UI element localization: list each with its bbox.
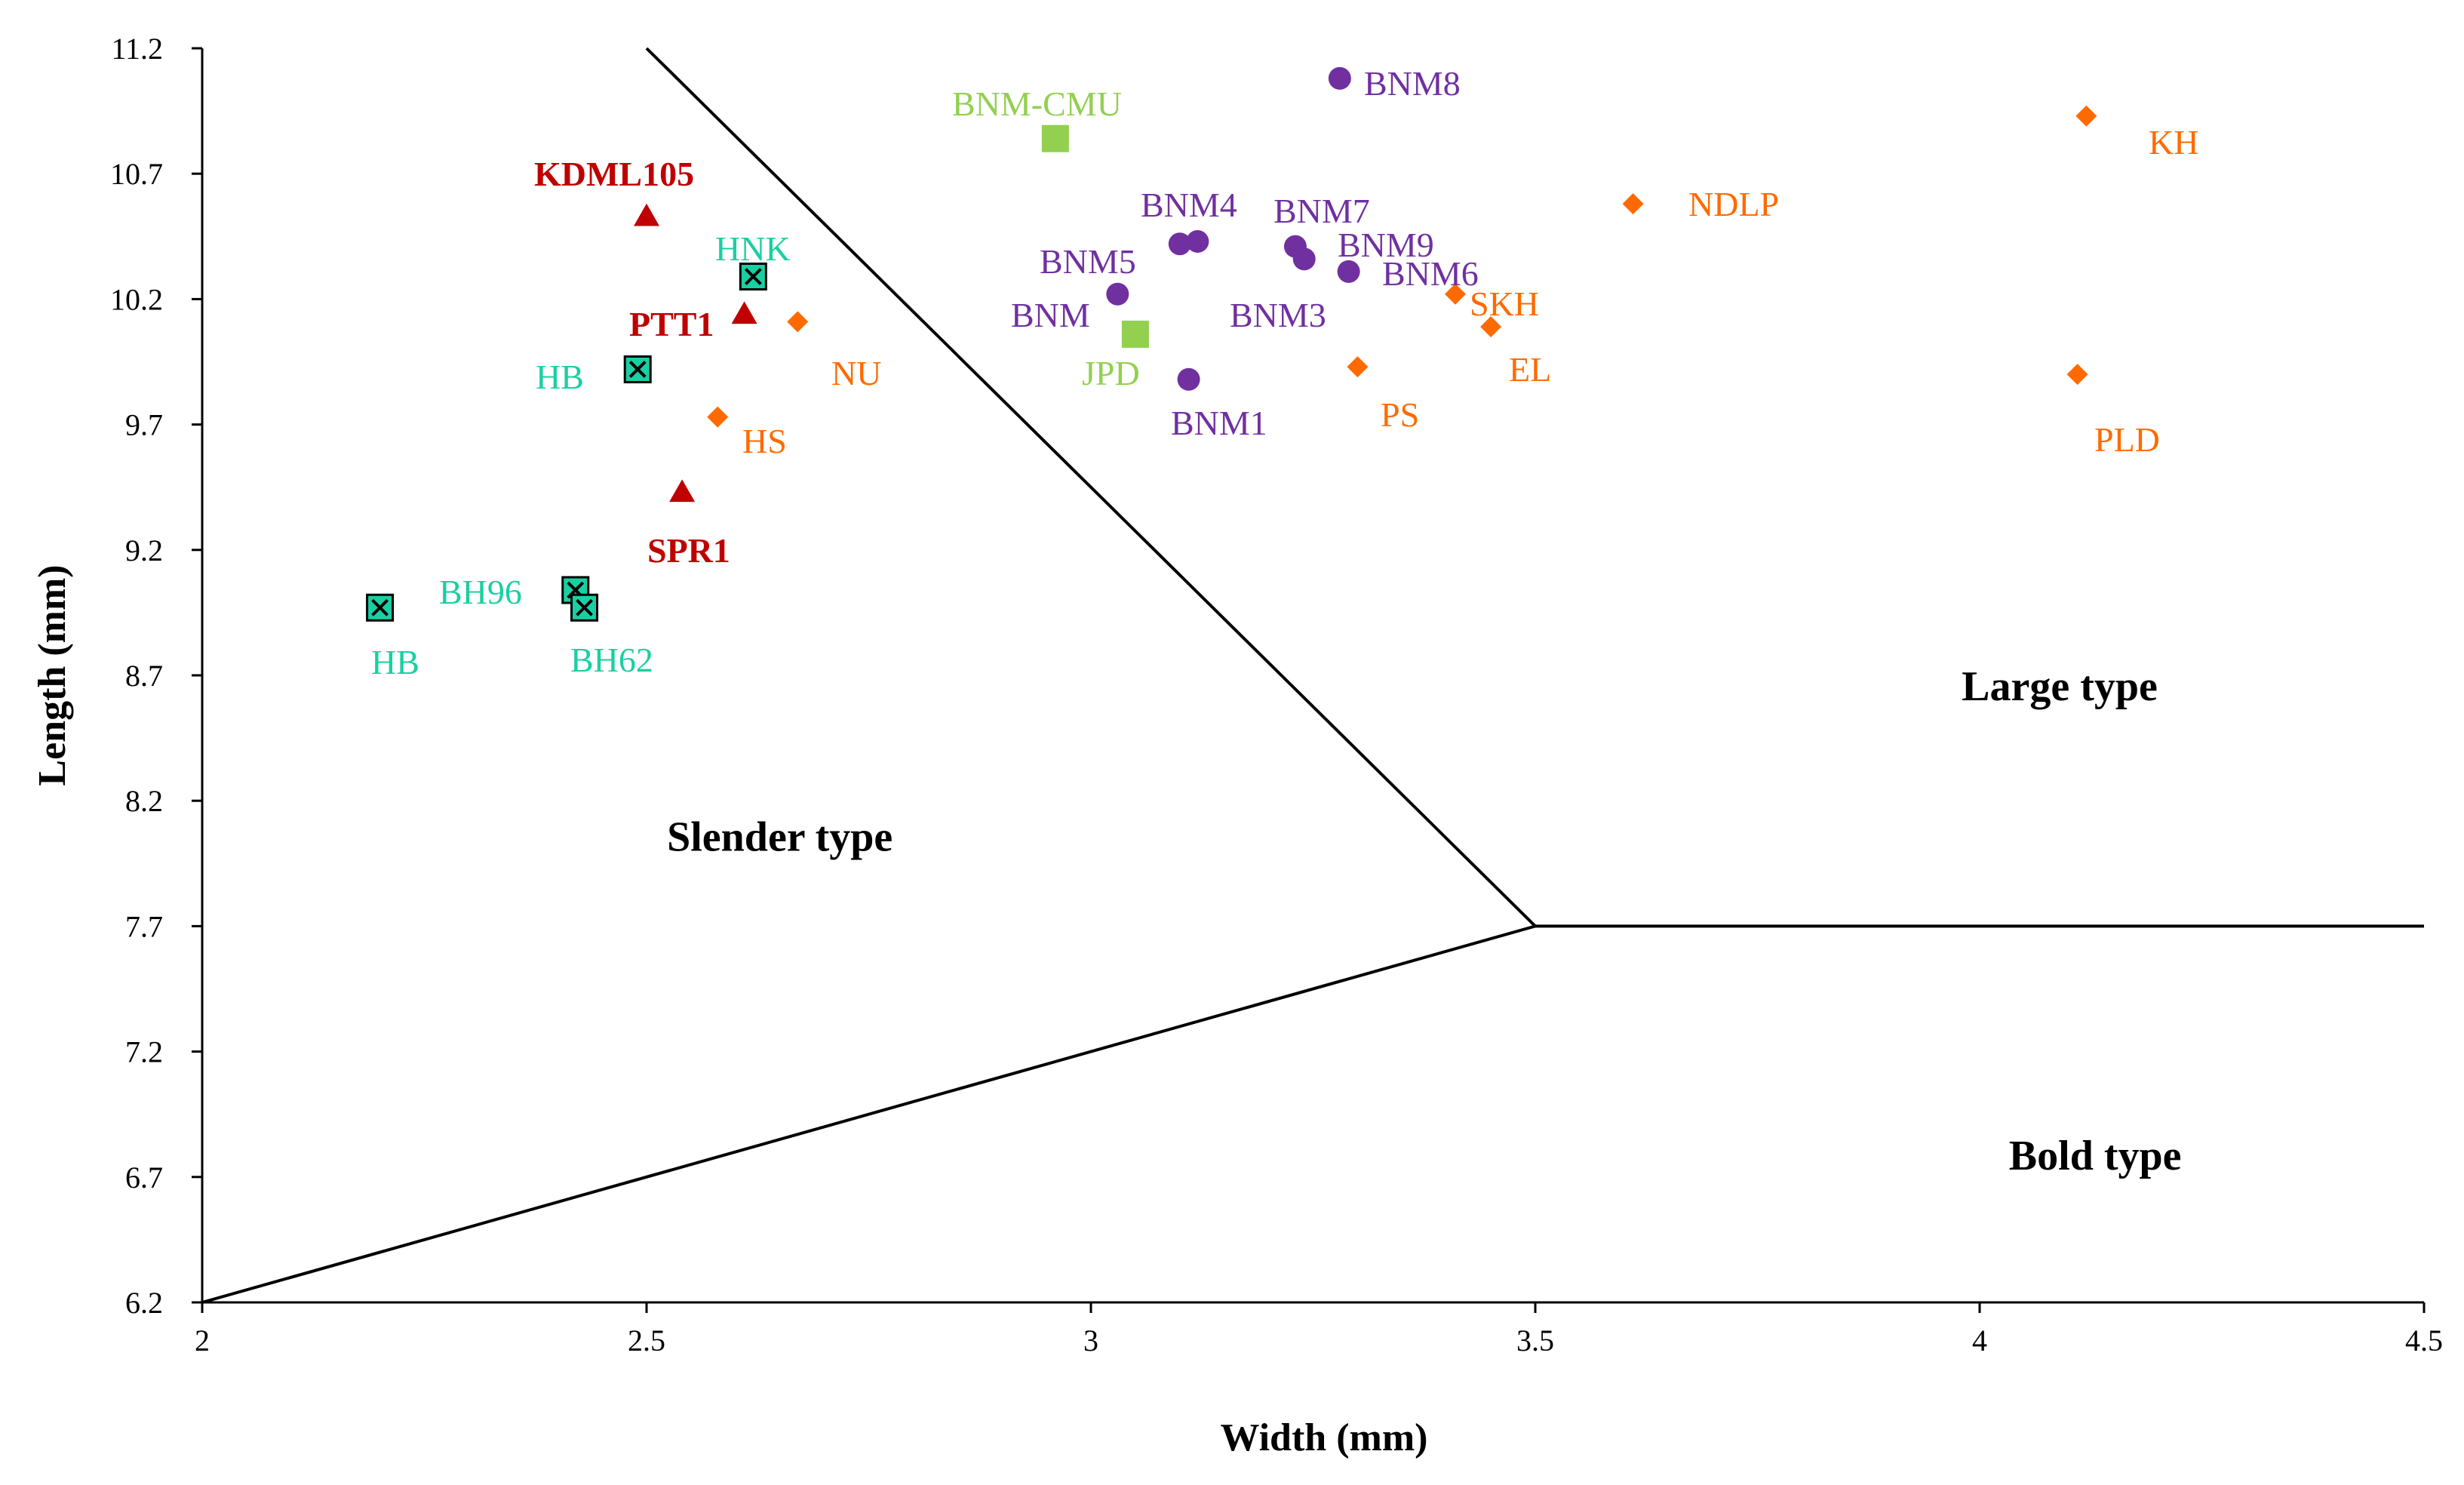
- point-bnm7: [1186, 229, 1209, 253]
- point-el: [1480, 315, 1502, 337]
- label-kh: KH: [2149, 123, 2198, 161]
- region-label-large-type: Large type: [1962, 663, 2158, 710]
- point-hb: [366, 593, 395, 622]
- label-spr1: SPR1: [647, 531, 730, 570]
- label-bnm7: BNM7: [1273, 192, 1370, 230]
- label-jpd: JPD: [1082, 354, 1140, 392]
- point-jpd: [1121, 320, 1149, 348]
- label-ndlp: NDLP: [1688, 185, 1779, 223]
- point-pld: [2066, 364, 2088, 386]
- point-bnm-cmu: [1041, 125, 1069, 152]
- label-skh: SKH: [1470, 284, 1539, 323]
- x-tick-label: 2: [195, 1324, 210, 1357]
- label-bnm: BNM: [1011, 296, 1090, 334]
- x-tick-label: 3.5: [1516, 1324, 1554, 1357]
- label-el: EL: [1509, 350, 1551, 389]
- label-bnm1: BNM1: [1171, 404, 1267, 442]
- label-bnm-cmu: BNM-CMU: [952, 85, 1122, 123]
- point-kdml105: [634, 203, 659, 226]
- y-tick-label: 8.7: [125, 659, 163, 693]
- point-ndlp: [1622, 193, 1644, 215]
- label-hb-lower: HB: [371, 643, 419, 681]
- point-bh62: [570, 593, 599, 622]
- x-tick-label: 2.5: [628, 1324, 665, 1357]
- label-bh62: BH62: [570, 641, 653, 679]
- data-points: [366, 66, 2097, 622]
- y-tick-label: 11.2: [111, 32, 163, 66]
- label-bnm3: BNM3: [1230, 296, 1326, 334]
- region-label-bold-type: Bold type: [2009, 1133, 2182, 1179]
- label-nu: NU: [831, 354, 881, 392]
- y-tick-label: 9.2: [125, 533, 163, 567]
- point-kh: [2075, 105, 2097, 127]
- region-label-slender-type: Slender type: [667, 814, 893, 861]
- y-tick-label: 7.2: [125, 1035, 163, 1069]
- boundary-line-0: [645, 47, 1537, 927]
- label-hb-upper: HB: [536, 358, 584, 396]
- point-ps: [1347, 356, 1369, 378]
- y-tick-label: 6.2: [125, 1286, 163, 1320]
- point-bnm3: [1292, 247, 1316, 271]
- point-bnm8: [1328, 66, 1351, 90]
- label-pld: PLD: [2094, 420, 2160, 459]
- region-labels: Slender type Large type Bold type: [667, 663, 2181, 1179]
- point-bnm6: [1337, 260, 1360, 283]
- point-hs: [707, 406, 729, 428]
- axis-ticks: 2 2.5 3 3.5 4 4.5 6.2 6.7 7.2 7.7 8.2 8.7 9.2 9.7 10.2…: [110, 32, 2443, 1357]
- y-tick-label: 10.2: [110, 282, 163, 316]
- y-tick-label: 8.2: [125, 784, 163, 818]
- point-spr1: [669, 479, 696, 503]
- x-axis-title: Width (mm): [1221, 1416, 1428, 1459]
- y-tick-label: 10.7: [110, 157, 163, 191]
- point-nu: [787, 311, 809, 333]
- label-ps: PS: [1381, 395, 1419, 434]
- x-tick-label: 4.5: [2405, 1324, 2443, 1357]
- label-bh96: BH96: [439, 573, 522, 611]
- x-tick-label: 4: [1972, 1324, 1987, 1357]
- point-labels: BNM8 BNM4 BNM7 BNM9 BNM6 BNM5 BNM BNM3 B…: [371, 64, 2198, 681]
- point-skh: [1444, 283, 1466, 305]
- label-hnk: HNK: [715, 229, 791, 268]
- type-boundaries: [201, 47, 2424, 1304]
- label-bnm4: BNM4: [1141, 186, 1237, 224]
- point-hb: [623, 355, 652, 383]
- label-kdml105: KDML105: [534, 155, 694, 193]
- point-bnm5: [1106, 282, 1129, 306]
- label-bnm6: BNM6: [1382, 254, 1479, 293]
- label-hs: HS: [742, 422, 787, 460]
- boundary-line-1: [201, 924, 1536, 1304]
- label-bnm8: BNM8: [1364, 64, 1461, 103]
- y-tick-label: 9.7: [125, 408, 163, 442]
- point-hnk: [739, 262, 767, 291]
- label-bnm9: BNM9: [1338, 226, 1434, 264]
- point-ptt1: [731, 301, 757, 324]
- label-ptt1: PTT1: [629, 305, 714, 343]
- x-tick-label: 3: [1083, 1324, 1098, 1357]
- point-bnm1: [1177, 367, 1200, 391]
- point-bnm4: [1168, 232, 1191, 256]
- y-tick-label: 6.7: [125, 1161, 163, 1194]
- label-bnm5: BNM5: [1040, 242, 1136, 281]
- y-axis-title: Length (mm): [31, 564, 74, 786]
- y-tick-label: 7.7: [125, 909, 163, 943]
